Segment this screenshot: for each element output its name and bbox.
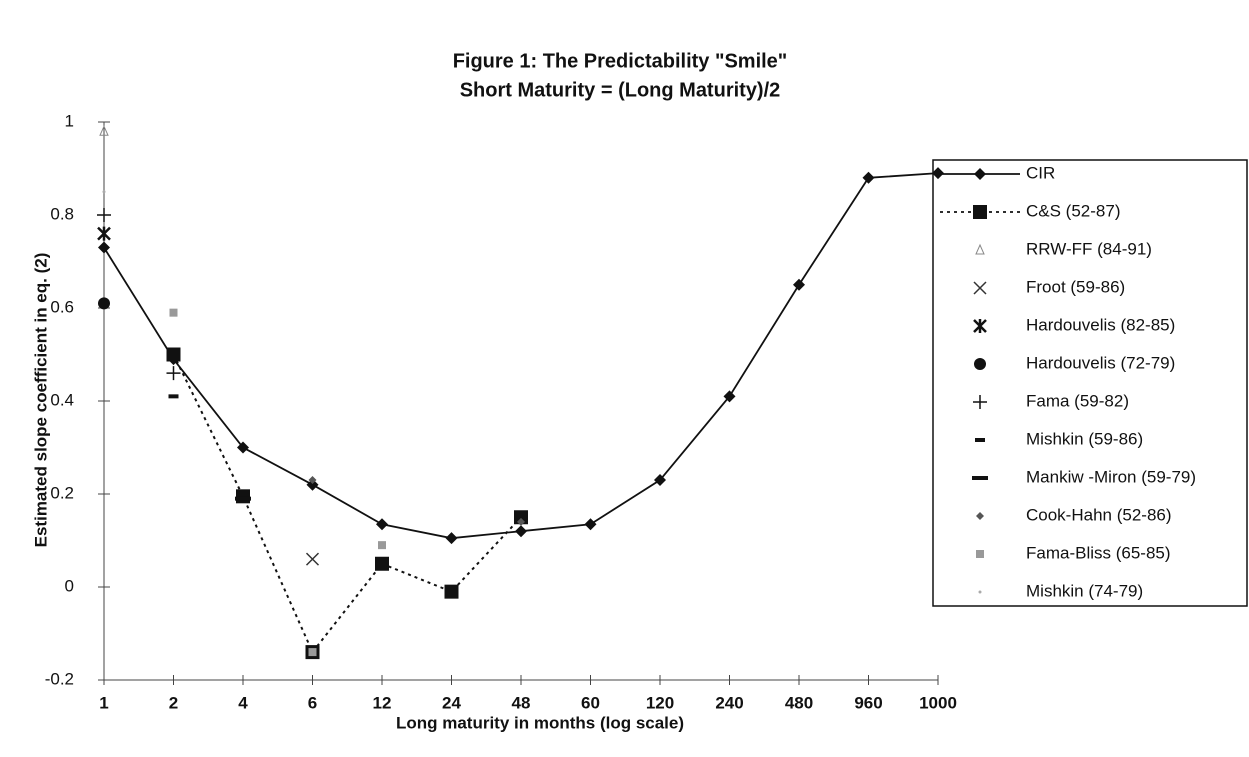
legend-marker [975,438,985,442]
data-point [98,297,110,310]
legend-marker [972,476,988,480]
x-tick-label: 6 [308,693,317,712]
series-line [103,172,939,540]
data-point [97,208,111,222]
y-axis-label: Estimated slope coefficient in eq. (2) [31,253,50,548]
legend-marker [974,168,986,180]
data-point [97,226,111,241]
legend-marker [976,550,984,558]
y-tick-label: 0.2 [50,483,74,502]
data-point [723,390,736,403]
x-tick-label: 960 [854,693,882,712]
y-tick-label: 0.8 [50,204,74,223]
data-point [98,241,110,254]
x-tick-label: 1 [99,693,108,712]
legend-label: Mankiw -Miron (59-79) [1026,467,1196,486]
data-point [236,489,250,504]
data-point [584,518,597,531]
data-point [308,476,317,485]
y-tick-label: 0 [65,576,74,595]
data-point [166,366,181,381]
y-tick-label: 1 [65,111,74,130]
data-point [654,474,666,487]
data-point [517,517,525,526]
x-tick-label: 12 [373,693,392,712]
legend-label: Hardouvelis (82-85) [1026,315,1175,334]
legend-marker [976,512,984,520]
legend-marker [973,319,987,333]
data-point [376,518,388,531]
legend-marker [973,205,987,219]
y-tick-label: 0.6 [50,297,74,316]
data-point [444,584,459,599]
legend-label: CIR [1026,163,1055,182]
y-tick-label: -0.2 [45,669,74,688]
legend-label: Fama (59-82) [1026,391,1129,410]
data-point [932,167,944,180]
data-point [168,394,179,399]
x-tick-label: 1000 [919,693,957,712]
y-tick-label: 0.4 [50,390,74,409]
chart-title: Figure 1: The Predictability "Smile" [453,50,788,72]
data-point [235,496,251,501]
data-point [445,532,458,545]
x-tick-label: 240 [715,693,743,712]
data-point [102,190,106,194]
legend-label: Fama-Bliss (65-85) [1026,543,1171,562]
legend-marker [974,358,986,370]
legend-label: Froot (59-86) [1026,277,1125,296]
data-point [99,125,109,136]
legend-label: C&S (52-87) [1026,201,1120,220]
data-point [308,648,317,657]
chart-subtitle: Short Maturity = (Long Maturity)/2 [460,79,781,101]
data-point [862,171,875,184]
legend-label: Mishkin (59-86) [1026,429,1143,448]
legend-marker [975,243,985,255]
x-tick-label: 480 [785,693,813,712]
data-point [166,347,181,362]
data-point [169,308,178,317]
x-tick-label: 60 [581,693,600,712]
series-line [172,354,522,655]
x-tick-label: 4 [238,693,248,712]
data-point [514,510,528,525]
data-point [515,525,527,538]
data-point [237,441,249,454]
data-point [793,278,805,291]
legend-label: Mishkin (74-79) [1026,581,1143,600]
legend-marker [978,590,982,594]
legend-label: Cook-Hahn (52-86) [1026,505,1172,524]
data-point [305,552,320,566]
x-tick-label: 120 [646,693,674,712]
legend-marker [973,395,987,409]
x-tick-label: 24 [442,693,461,712]
data-point [378,541,386,550]
legend-label: Hardouvelis (72-79) [1026,353,1175,372]
data-point [306,478,319,491]
data-point [375,556,389,571]
legend-label: RRW-FF (84-91) [1026,239,1152,258]
legend-marker [973,281,987,295]
legend [932,159,1248,607]
x-tick-label: 48 [512,693,531,712]
x-tick-label: 2 [169,693,178,712]
x-axis-label: Long maturity in months (log scale) [396,713,684,732]
